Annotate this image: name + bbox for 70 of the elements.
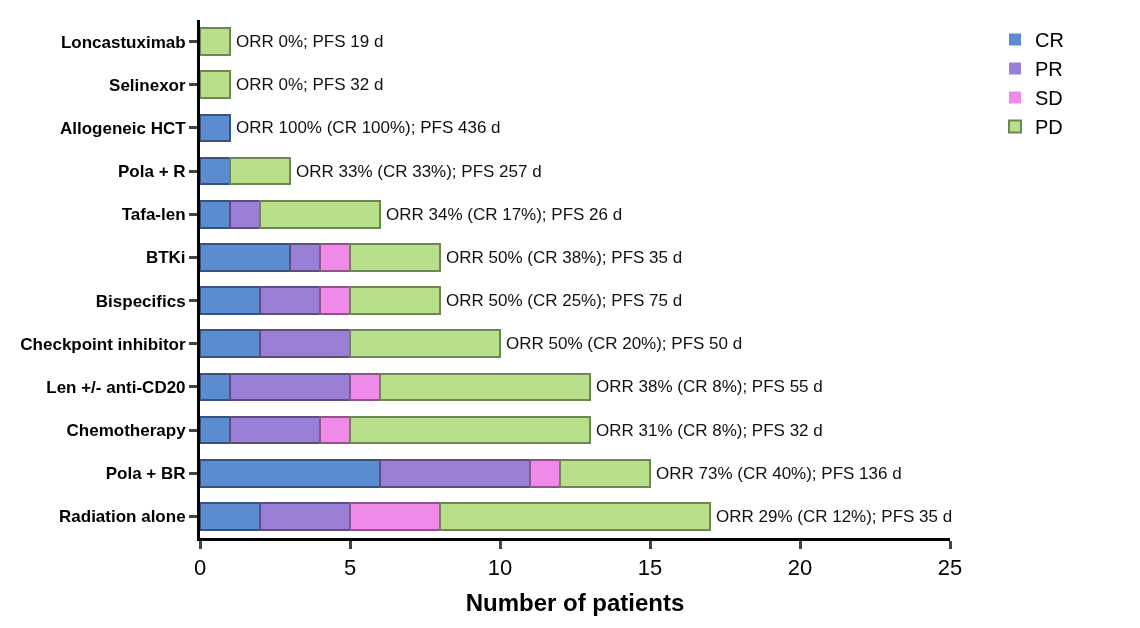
bar bbox=[200, 458, 381, 488]
bar bbox=[200, 243, 291, 272]
bar bbox=[379, 458, 531, 488]
y-tick-label: Pola + BR bbox=[105, 464, 186, 484]
bar bbox=[200, 113, 231, 143]
bar bbox=[319, 243, 351, 272]
annotation: ORR 38% (CR 8%); PFS 55 d bbox=[596, 377, 823, 396]
bar bbox=[289, 243, 321, 272]
annotation: ORR 100% (CR 100%); PFS 436 d bbox=[236, 118, 501, 137]
bar bbox=[439, 502, 711, 531]
bar bbox=[200, 70, 231, 100]
bar bbox=[200, 502, 261, 531]
bar bbox=[200, 199, 231, 229]
legend-label: PR bbox=[1035, 58, 1063, 81]
bar bbox=[349, 415, 591, 445]
annotation: ORR 73% (CR 40%); PFS 136 d bbox=[656, 464, 902, 483]
bar bbox=[200, 415, 231, 445]
annotation: ORR 0%; PFS 19 d bbox=[236, 32, 384, 51]
bar bbox=[319, 286, 351, 315]
bar bbox=[259, 502, 351, 531]
bar bbox=[229, 199, 261, 229]
x-tick-label: 5 bbox=[343, 555, 357, 581]
bar bbox=[349, 243, 441, 272]
annotation: ORR 50% (CR 20%); PFS 50 d bbox=[506, 334, 743, 353]
bar bbox=[529, 458, 561, 488]
bar bbox=[259, 286, 321, 315]
bar bbox=[200, 286, 261, 315]
bar bbox=[349, 372, 381, 402]
annotation: ORR 33% (CR 33%); PFS 257 d bbox=[296, 162, 542, 181]
annotation: ORR 29% (CR 12%); PFS 35 d bbox=[716, 507, 953, 526]
bar bbox=[200, 27, 231, 56]
annotation: ORR 34% (CR 17%); PFS 26 d bbox=[386, 205, 623, 224]
annotation: ORR 31% (CR 8%); PFS 32 d bbox=[596, 421, 823, 440]
bar bbox=[349, 286, 441, 315]
bar bbox=[349, 502, 441, 531]
bar bbox=[229, 372, 351, 402]
x-tick-label: 10 bbox=[487, 555, 513, 581]
bar bbox=[200, 372, 231, 402]
y-tick-label: Chemotherapy bbox=[66, 421, 187, 441]
annotation: ORR 50% (CR 38%); PFS 35 d bbox=[446, 248, 683, 267]
y-tick-label: BTKi bbox=[145, 248, 186, 268]
y-tick-label: Loncastuximab bbox=[60, 32, 186, 52]
bar bbox=[259, 329, 351, 359]
y-tick-label: Radiation alone bbox=[59, 507, 186, 527]
y-tick-label: Pola + R bbox=[118, 162, 186, 182]
bar bbox=[200, 156, 231, 186]
x-axis-title: Number of patients bbox=[465, 588, 685, 616]
y-tick-label: Checkpoint inhibitor bbox=[20, 334, 186, 354]
bar bbox=[319, 415, 351, 445]
x-tick-label: 20 bbox=[787, 555, 813, 581]
bar bbox=[559, 458, 651, 488]
bar bbox=[229, 156, 291, 186]
legend-label: CR bbox=[1035, 29, 1064, 52]
y-tick-label: Tafa-len bbox=[121, 205, 186, 225]
bar bbox=[349, 329, 501, 359]
y-tick-label: Allogeneic HCT bbox=[59, 118, 187, 138]
y-tick-label: Len +/- anti-CD20 bbox=[46, 377, 186, 397]
legend-label: SD bbox=[1035, 87, 1063, 110]
y-tick-label: Bispecifics bbox=[95, 291, 186, 311]
x-tick-label: 0 bbox=[193, 555, 207, 581]
bar bbox=[379, 372, 591, 402]
bar bbox=[259, 199, 381, 229]
annotation: ORR 0%; PFS 32 d bbox=[236, 75, 384, 94]
legend-label: PD bbox=[1035, 116, 1063, 139]
y-tick-label: Selinexor bbox=[109, 75, 186, 95]
x-tick-label: 15 bbox=[637, 555, 663, 581]
annotation: ORR 50% (CR 25%); PFS 75 d bbox=[446, 291, 683, 310]
bar bbox=[229, 415, 321, 445]
x-tick-label: 25 bbox=[937, 555, 963, 581]
bar bbox=[200, 329, 261, 359]
